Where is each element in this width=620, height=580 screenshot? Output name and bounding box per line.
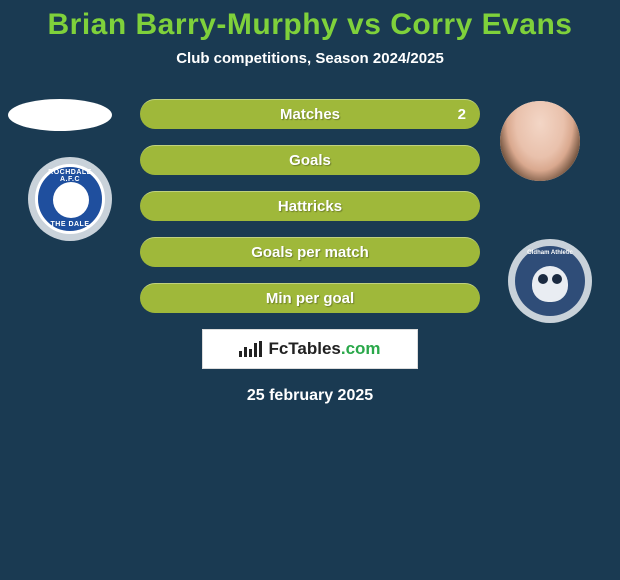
stat-row: Hattricks bbox=[140, 191, 480, 221]
badge-right-text-top: Oldham Athletic bbox=[515, 250, 585, 256]
stat-label: Min per goal bbox=[140, 290, 480, 307]
stat-row: Min per goal bbox=[140, 283, 480, 313]
club-badge-left: ROCHDALE A.F.C THE DALE bbox=[28, 157, 112, 241]
badge-left-text-bottom: THE DALE bbox=[38, 221, 102, 228]
player-right-face bbox=[500, 101, 580, 181]
player-right-photo bbox=[500, 101, 580, 181]
stat-row: Matches2 bbox=[140, 99, 480, 129]
stat-value-right: 2 bbox=[458, 106, 466, 123]
page-title: Brian Barry-Murphy vs Corry Evans bbox=[0, 0, 620, 42]
brand-box: FcTables.com bbox=[202, 329, 418, 369]
brand-main: FcTables bbox=[268, 339, 340, 358]
badge-left-text-top: ROCHDALE A.F.C bbox=[38, 169, 102, 183]
club-badge-right: Oldham Athletic bbox=[508, 239, 592, 323]
stat-label: Goals per match bbox=[140, 244, 480, 261]
stat-row: Goals per match bbox=[140, 237, 480, 267]
subtitle: Club competitions, Season 2024/2025 bbox=[0, 50, 620, 67]
stat-label: Goals bbox=[140, 152, 480, 169]
badge-left-center bbox=[53, 182, 89, 218]
owl-icon bbox=[532, 266, 568, 302]
stat-label: Matches bbox=[140, 106, 480, 123]
brand-text: FcTables.com bbox=[268, 339, 380, 359]
stats-area: ROCHDALE A.F.C THE DALE Oldham Athletic … bbox=[0, 99, 620, 313]
rochdale-badge-inner: ROCHDALE A.F.C THE DALE bbox=[35, 164, 105, 234]
date-text: 25 february 2025 bbox=[0, 387, 620, 405]
stat-label: Hattricks bbox=[140, 198, 480, 215]
brand-suffix: .com bbox=[341, 339, 381, 358]
bar-chart-icon bbox=[239, 341, 262, 357]
player-left-photo bbox=[8, 99, 112, 131]
stat-row: Goals bbox=[140, 145, 480, 175]
oldham-badge-inner: Oldham Athletic bbox=[515, 246, 585, 316]
